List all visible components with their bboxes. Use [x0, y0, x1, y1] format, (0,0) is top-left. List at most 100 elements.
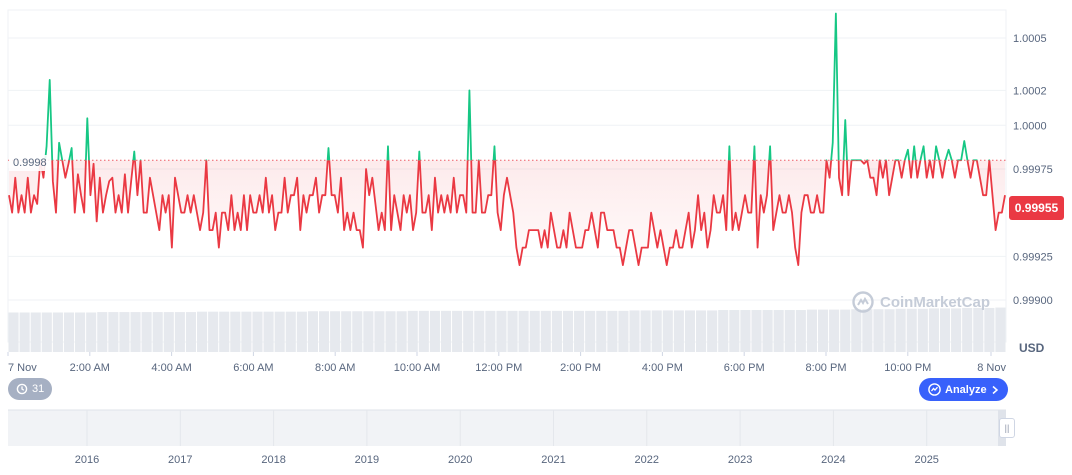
- x-tick-label: 4:00 PM: [642, 362, 683, 374]
- volume-bar: [463, 310, 474, 352]
- volume-bar: [474, 310, 485, 352]
- volume-bar: [928, 308, 939, 352]
- volume-bars: [8, 307, 1006, 352]
- volume-bar: [174, 312, 185, 352]
- range-navigator[interactable]: 2016 2017 2018 2019 2020 2021 2022 2023 2024 2025: [8, 409, 1006, 466]
- volume-bar: [795, 310, 806, 352]
- navigator-year-label: 2021: [541, 454, 565, 466]
- volume-bar: [784, 310, 795, 352]
- volume-bar: [185, 312, 197, 352]
- volume-bar: [485, 310, 496, 352]
- volume-bar: [951, 308, 962, 352]
- volume-bar: [585, 310, 596, 352]
- reference-price-label: 0.9998: [9, 155, 51, 171]
- volume-bar: [995, 307, 1006, 352]
- volume-bar: [696, 310, 707, 352]
- volume-bar: [429, 310, 440, 352]
- volume-bar: [829, 309, 840, 352]
- volume-bar: [396, 311, 407, 352]
- navigator-year-label: 2018: [261, 454, 285, 466]
- volume-bar: [197, 311, 208, 352]
- volume-bar: [673, 310, 684, 352]
- volume-bar: [707, 310, 718, 352]
- volume-bar: [529, 310, 540, 352]
- x-tick-label: 4:00 AM: [151, 362, 191, 374]
- navigator-year-label: 2025: [914, 454, 938, 466]
- history-button[interactable]: 31: [8, 378, 53, 400]
- watermark: CoinMarketCap: [852, 291, 990, 313]
- analyze-label: Analyze: [945, 383, 987, 396]
- volume-bar: [939, 308, 951, 352]
- volume-bar: [363, 311, 374, 352]
- x-tick-label: 7 Nov: [8, 362, 37, 374]
- navigator-background: [8, 410, 1006, 446]
- volume-bar: [330, 311, 341, 352]
- navigator-handle[interactable]: ||: [999, 418, 1015, 438]
- volume-bar: [341, 311, 352, 352]
- volume-bar: [241, 311, 252, 352]
- volume-bar: [895, 308, 906, 352]
- volume-bar: [452, 310, 463, 352]
- volume-bar: [318, 311, 330, 352]
- volume-bar: [374, 311, 385, 352]
- volume-bar: [41, 312, 52, 352]
- price-area: [8, 159, 1006, 266]
- x-tick-label: 8:00 PM: [806, 362, 847, 374]
- volume-bar: [851, 309, 862, 352]
- navigator-year-label: 2022: [635, 454, 659, 466]
- volume-bar: [152, 312, 163, 352]
- navigator-year-label: 2020: [448, 454, 472, 466]
- volume-bar: [540, 310, 551, 352]
- volume-bar: [684, 310, 696, 352]
- volume-bar: [19, 312, 30, 352]
- volume-bar: [906, 308, 917, 352]
- volume-bar: [285, 311, 296, 352]
- volume-bar: [917, 308, 928, 352]
- chevron-right-icon: [991, 385, 999, 395]
- volume-bar: [385, 311, 396, 352]
- y-tick-label: 1.0005: [1013, 33, 1047, 45]
- volume-bar: [962, 307, 973, 352]
- x-tick-label: 8 Nov: [977, 362, 1006, 374]
- volume-bar: [651, 310, 662, 352]
- volume-bar: [8, 312, 19, 352]
- volume-bar: [640, 310, 651, 352]
- volume-bar: [440, 310, 452, 352]
- coinmarketcap-logo-icon: [852, 291, 874, 313]
- volume-bar: [762, 310, 773, 352]
- volume-bar: [729, 310, 740, 352]
- volume-bar: [208, 311, 219, 352]
- volume-bar: [63, 312, 75, 352]
- analyze-icon: [928, 383, 941, 396]
- volume-bar: [86, 312, 97, 352]
- x-tick-label: 2:00 PM: [560, 362, 601, 374]
- volume-bar: [562, 310, 574, 352]
- analyze-button[interactable]: Analyze: [919, 378, 1008, 401]
- volume-bar: [618, 310, 629, 352]
- navigator-year-label: 2024: [821, 454, 845, 466]
- x-tick-label: 10:00 AM: [394, 362, 440, 374]
- volume-bar: [740, 310, 751, 352]
- volume-bar: [219, 311, 230, 352]
- watermark-text: CoinMarketCap: [880, 293, 991, 311]
- history-icon: [16, 383, 28, 395]
- y-tick-label: 0.99925: [1013, 251, 1053, 263]
- x-tick-label: 6:00 PM: [724, 362, 765, 374]
- x-tick-label: 6:00 AM: [233, 362, 273, 374]
- currency-label: USD: [1019, 341, 1045, 355]
- volume-bar: [873, 309, 884, 352]
- volume-bar: [274, 311, 285, 352]
- x-axis: 7 Nov 2:00 AM 4:00 AM 6:00 AM 8:00 AM 10:00 A…: [7, 352, 1006, 374]
- navigator-year-label: 2016: [75, 454, 99, 466]
- volume-bar: [119, 312, 130, 352]
- volume-bar: [307, 311, 318, 352]
- history-count: 31: [32, 383, 45, 395]
- volume-bar: [773, 310, 784, 352]
- volume-bar: [296, 311, 307, 352]
- volume-bar: [352, 311, 363, 352]
- volume-bar: [418, 310, 429, 352]
- volume-bar: [97, 312, 108, 352]
- volume-bar: [230, 311, 241, 352]
- y-tick-label: 0.99975: [1013, 164, 1053, 176]
